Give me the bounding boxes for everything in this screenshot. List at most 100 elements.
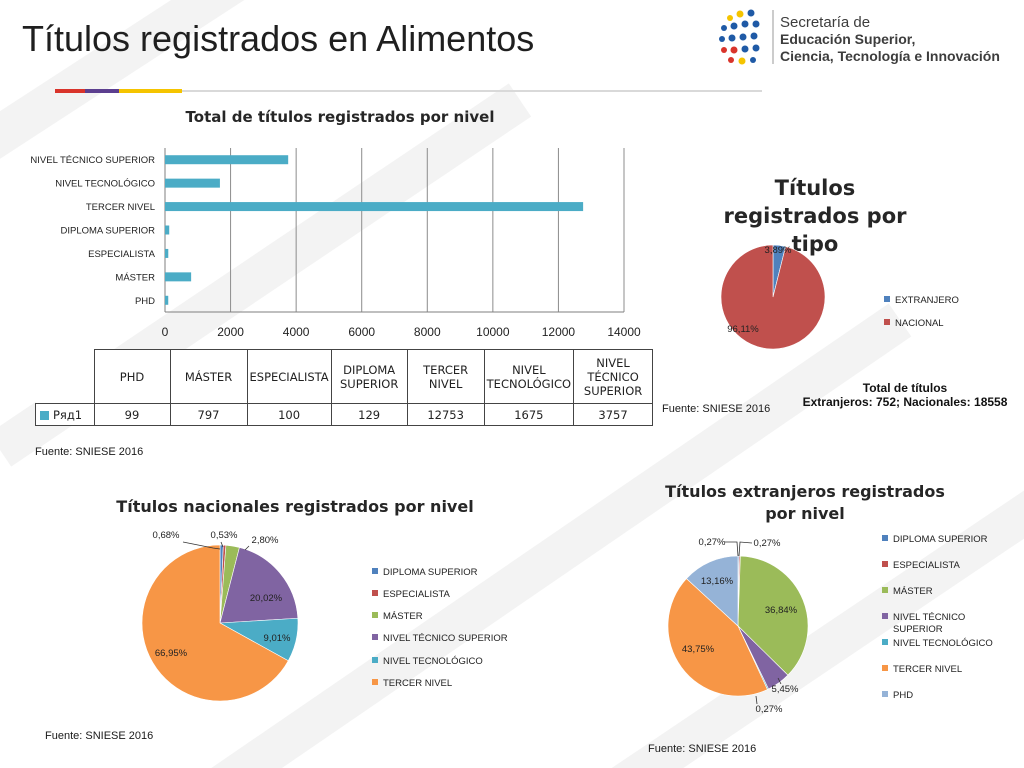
table-header: NIVEL TÉCNICO SUPERIOR: [573, 349, 654, 404]
bar-category-label: DIPLOMA SUPERIOR: [61, 226, 156, 237]
table-header: ESPECIALISTA: [246, 349, 332, 404]
table-cell: 3757: [573, 403, 654, 426]
bar: [165, 178, 220, 188]
secretaria-logo-icon: [719, 9, 774, 65]
logo-line-1: Secretaría de: [780, 14, 871, 31]
pie-value-label: 3,89%: [765, 245, 792, 256]
pie-slice: [667, 578, 768, 697]
table-series-cell: Ряд1: [35, 403, 95, 426]
pie-legend-swatch: [882, 639, 888, 645]
totals-note-line2: Extranjeros: 752; Nacionales: 18558: [802, 395, 1008, 409]
logo-line-2: Educación Superior,: [780, 31, 916, 47]
pie-legend-label: ESPECIALISTA: [383, 589, 451, 600]
pie-legend-swatch: [882, 665, 888, 671]
bar-x-tick-label: 0: [162, 325, 169, 339]
bar-category-label: PHD: [135, 296, 155, 307]
foreign-pie-chart: 0,27% 0,27% 36,84% 5,45% 0,27% 43,75% 13,16% DI…: [667, 534, 993, 715]
bar-chart-source: Fuente: SNIESE 2016: [35, 446, 144, 458]
table-header: MÁSTER: [169, 349, 248, 404]
pie-legend-swatch: [372, 590, 378, 596]
pie-legend-label: ESPECIALISTA: [893, 560, 961, 571]
pie-legend-label: DIPLOMA SUPERIOR: [893, 534, 988, 545]
pie-legend-label: NIVEL TECNOLÓGICO: [383, 656, 483, 667]
foreign-pie-source: Fuente: SNIESE 2016: [648, 743, 757, 755]
pie-leader-line: [244, 545, 250, 551]
bar-category-label: MÁSTER: [115, 272, 155, 283]
bar: [165, 155, 289, 165]
pie-value-label: 9,01%: [264, 633, 291, 644]
pie-legend-swatch: [372, 657, 378, 663]
totals-note: Total de títulos Extranjeros: 752; Nacio…: [780, 381, 1024, 409]
pie-legend-swatch: [372, 568, 378, 574]
pie-legend-swatch: [372, 612, 378, 618]
pie-leader-line: [182, 541, 221, 550]
foreign-pie-title: Títulos extranjeros registrados por nive…: [650, 481, 960, 525]
pie-value-label: 66,95%: [155, 648, 188, 659]
pie-value-label: 96,11%: [727, 324, 759, 335]
pie-leader-line: [755, 695, 758, 705]
pie-legend-label: MÁSTER: [893, 586, 933, 597]
pie-legend-swatch: [882, 587, 888, 593]
pie-value-label: 20,02%: [250, 593, 283, 604]
bar-x-tick-label: 4000: [283, 325, 310, 339]
pie-value-label: 43,75%: [682, 644, 715, 655]
bar-x-tick-label: 2000: [217, 325, 244, 339]
pie-slice: [720, 244, 826, 350]
series-name: Ряд1: [53, 407, 83, 422]
bar-data-table: PHD MÁSTER ESPECIALISTA DIPLOMA SUPERIOR…: [35, 349, 654, 426]
table-header: TERCER NIVEL: [406, 349, 485, 404]
bar-category-label: ESPECIALISTA: [88, 249, 156, 260]
totals-note-line1: Total de títulos: [862, 381, 948, 395]
pie-legend-swatch: [882, 691, 888, 697]
table-cell: 99: [93, 403, 171, 426]
pie-legend-label: EXTRANJERO: [895, 295, 959, 306]
pie-value-label: 5,45%: [772, 684, 799, 695]
title-divider: [182, 90, 762, 92]
table-header: DIPLOMA SUPERIOR: [330, 349, 408, 404]
bar-chart: 0 2000 4000 6000 8000 10000 12000 14000 NIVEL TÉ…: [30, 148, 641, 339]
pie-slice: [219, 547, 299, 624]
pie-legend-label: TERCER NIVEL: [893, 664, 962, 675]
foreign-pie-title-text: Títulos extranjeros registrados por nive…: [665, 482, 945, 523]
type-pie-chart: 3,89% 96,11% EXTRANJERO NACIONAL: [720, 244, 959, 350]
pie-legend-label: MÁSTER: [383, 611, 423, 622]
bar-x-tick-label: 6000: [348, 325, 375, 339]
pie-value-label: 36,84%: [765, 605, 798, 616]
table-cell: 1675: [483, 403, 575, 426]
pie-legend-label: PHD: [893, 690, 913, 701]
pie-value-label: 0,53%: [211, 530, 238, 541]
table-cell: 100: [246, 403, 332, 426]
pie-legend-swatch: [884, 296, 890, 302]
bar: [165, 225, 170, 235]
pie-legend-swatch: [882, 613, 888, 619]
pie-leader-line: [220, 541, 224, 548]
type-pie-title-line1: Títulos registrados por tipo: [690, 174, 940, 258]
pie-leader-line: [738, 541, 753, 557]
table-header: NIVEL TECNOLÓGICO: [483, 349, 575, 404]
page-title: Títulos registrados en Alimentos: [22, 18, 535, 59]
bar-category-label: NIVEL TECNOLÓGICO: [55, 179, 155, 190]
bar-x-tick-label: 14000: [607, 325, 641, 339]
bar: [165, 295, 169, 305]
bar: [165, 202, 584, 212]
pie-legend-swatch: [882, 561, 888, 567]
bar-category-label: NIVEL TÉCNICO SUPERIOR: [30, 155, 155, 166]
title-accent-stripes: [55, 89, 182, 93]
series-legend-swatch: [40, 410, 49, 420]
national-pie-chart: 0,68% 0,53% 2,80% 20,02% 9,01% 66,95% DIPLOMA …: [141, 530, 508, 702]
pie-legend-label: NIVEL TÉCNICO SUPERIOR: [383, 633, 508, 644]
pie-legend-label: NIVEL TECNOLÓGICO: [893, 638, 993, 649]
pie-legend-swatch: [884, 319, 890, 325]
pie-value-label: 2,80%: [252, 535, 279, 546]
pie-legend-swatch: [372, 679, 378, 685]
pie-slice: [737, 555, 809, 676]
bar-x-tick-label: 8000: [414, 325, 441, 339]
type-pie-source: Fuente: SNIESE 2016: [662, 403, 771, 415]
table-cell: 12753: [406, 403, 485, 426]
pie-legend-label-cont: SUPERIOR: [893, 624, 943, 635]
pie-value-label: 0,27%: [756, 704, 783, 715]
bar-category-label: TERCER NIVEL: [86, 202, 155, 213]
pie-leader-line: [725, 541, 739, 557]
pie-value-label: 0,68%: [153, 530, 180, 541]
logo-line-3: Ciencia, Tecnología e Innovación: [780, 48, 1000, 64]
